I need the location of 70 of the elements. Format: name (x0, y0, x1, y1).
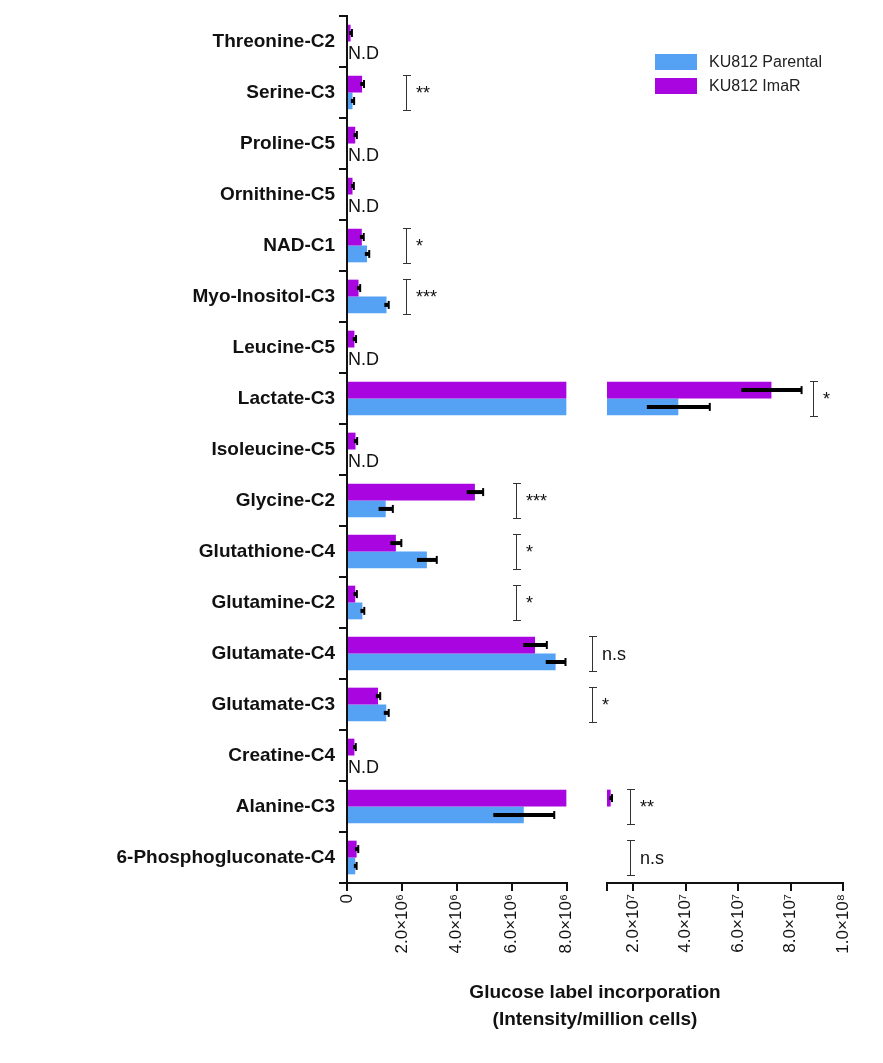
annotation: ** (640, 796, 655, 817)
y-tick-label: NAD-C1 (263, 233, 336, 255)
bar (348, 432, 356, 450)
bar (348, 551, 427, 569)
annotation: *** (416, 286, 438, 307)
annotation: N.D (348, 450, 379, 471)
annotation: * (526, 541, 534, 562)
annotation: *** (526, 490, 548, 511)
y-tick-label: Serine-C3 (246, 80, 335, 102)
y-tick-label: Leucine-C5 (232, 335, 336, 357)
bar (348, 228, 362, 246)
y-tick-label: Alanine-C3 (235, 794, 335, 816)
annotation: * (526, 592, 534, 613)
annotation: N.D (348, 348, 379, 369)
y-tick-label: 6-Phosphogluconate-C4 (116, 845, 336, 867)
legend-label: KU812 ImaR (709, 77, 801, 95)
annotation: * (602, 694, 610, 715)
y-tick-label: Creatine-C4 (228, 743, 336, 765)
x-tick-label: 2.0×10⁶ (391, 894, 411, 954)
legend-label: KU812 Parental (709, 53, 822, 71)
y-tick-label: Threonine-C2 (212, 29, 335, 51)
annotation: ** (416, 82, 431, 103)
bar (348, 636, 536, 654)
bar (348, 789, 567, 807)
y-tick-label: Glutamate-C4 (211, 641, 336, 663)
annotation: N.D (348, 144, 379, 165)
y-tick-label: Glutamine-C2 (211, 590, 335, 612)
y-tick-label: Proline-C5 (239, 131, 336, 153)
x-tick-label: 2.0×10⁷ (622, 894, 642, 953)
x-tick-label: 6.0×10⁷ (727, 894, 747, 953)
bar (348, 245, 368, 263)
bar (348, 585, 356, 603)
annotation: n.s (640, 847, 665, 868)
x-tick-label: 1.0×10⁸ (832, 894, 852, 954)
bar (348, 330, 355, 348)
x-tick-label: 8.0×10⁶ (556, 894, 576, 954)
bar (348, 398, 567, 416)
x-tick-label: 4.0×10⁶ (446, 894, 466, 954)
annotation: * (823, 388, 831, 409)
y-tick-label: Glycine-C2 (235, 488, 335, 510)
y-tick-label: Glutathione-C4 (198, 539, 336, 561)
bar (348, 687, 379, 705)
x-tick-label: 0 (336, 894, 356, 904)
bar (348, 126, 356, 144)
y-tick-label: Lactate-C3 (237, 386, 335, 408)
bar (348, 296, 387, 314)
x-tick-label: 6.0×10⁶ (501, 894, 521, 954)
bar (348, 279, 359, 297)
annotation: N.D (348, 195, 379, 216)
annotation: n.s (602, 643, 627, 664)
annotation: * (416, 235, 424, 256)
bar (348, 653, 556, 671)
y-tick-label: Myo-Inositol-C3 (192, 284, 335, 306)
x-axis-title: Glucose label incorporation (Intensity/million cells) (468, 980, 722, 1031)
bar (348, 75, 363, 93)
y-tick-label: Glutamate-C3 (211, 692, 335, 714)
x-tick-label: 8.0×10⁷ (780, 894, 800, 953)
bar (348, 534, 396, 552)
y-tick-label: Ornithine-C5 (219, 182, 336, 204)
bar (348, 381, 567, 399)
bar (348, 483, 475, 501)
annotation: N.D (348, 756, 379, 777)
bar (348, 806, 524, 824)
annotation: N.D (348, 42, 379, 63)
bar (348, 500, 386, 518)
bar (348, 738, 355, 756)
y-tick-label: Isoleucine-C5 (211, 437, 336, 459)
x-tick-label: 4.0×10⁷ (675, 894, 695, 953)
bar (348, 840, 357, 858)
bar (348, 704, 387, 722)
